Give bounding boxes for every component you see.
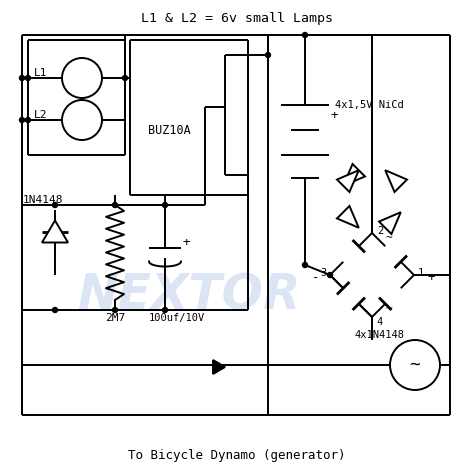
Polygon shape bbox=[385, 170, 407, 192]
Text: ~: ~ bbox=[386, 304, 393, 314]
Text: +: + bbox=[331, 109, 338, 121]
Polygon shape bbox=[42, 220, 68, 243]
Text: L2: L2 bbox=[34, 110, 47, 120]
Circle shape bbox=[163, 202, 167, 208]
Polygon shape bbox=[379, 212, 401, 234]
Circle shape bbox=[302, 263, 308, 267]
Circle shape bbox=[302, 33, 308, 37]
Text: BUZ10A: BUZ10A bbox=[148, 124, 191, 137]
Circle shape bbox=[19, 75, 25, 81]
Text: ~: ~ bbox=[410, 356, 420, 374]
Text: To Bicycle Dynamo (generator): To Bicycle Dynamo (generator) bbox=[128, 448, 346, 462]
Circle shape bbox=[53, 202, 57, 208]
Circle shape bbox=[26, 75, 30, 81]
Text: 2: 2 bbox=[377, 226, 383, 236]
Circle shape bbox=[163, 308, 167, 312]
Polygon shape bbox=[337, 206, 359, 228]
Text: L1: L1 bbox=[34, 68, 47, 78]
Text: 2M7: 2M7 bbox=[105, 313, 125, 323]
Polygon shape bbox=[337, 170, 359, 192]
Text: +: + bbox=[428, 272, 436, 284]
Text: 1: 1 bbox=[418, 268, 424, 278]
Text: L1 & L2 = 6v small Lamps: L1 & L2 = 6v small Lamps bbox=[141, 11, 333, 25]
Text: 4x1N4148: 4x1N4148 bbox=[354, 330, 404, 340]
Text: ~: ~ bbox=[386, 233, 393, 243]
Circle shape bbox=[112, 308, 118, 312]
Text: 4x1,5V NiCd: 4x1,5V NiCd bbox=[335, 100, 404, 110]
Circle shape bbox=[19, 118, 25, 122]
Text: -: - bbox=[312, 272, 319, 284]
Circle shape bbox=[112, 202, 118, 208]
Text: 100uf/10V: 100uf/10V bbox=[149, 313, 205, 323]
Text: 1N4148: 1N4148 bbox=[23, 195, 64, 205]
Text: +: + bbox=[183, 236, 191, 249]
Text: 3: 3 bbox=[320, 268, 326, 278]
Polygon shape bbox=[343, 164, 365, 186]
Text: NEXTOR: NEXTOR bbox=[78, 271, 302, 319]
Circle shape bbox=[26, 118, 30, 122]
Circle shape bbox=[328, 273, 332, 277]
Polygon shape bbox=[213, 360, 225, 374]
Circle shape bbox=[53, 308, 57, 312]
Circle shape bbox=[265, 53, 271, 57]
Circle shape bbox=[122, 75, 128, 81]
Text: 4: 4 bbox=[376, 317, 382, 327]
